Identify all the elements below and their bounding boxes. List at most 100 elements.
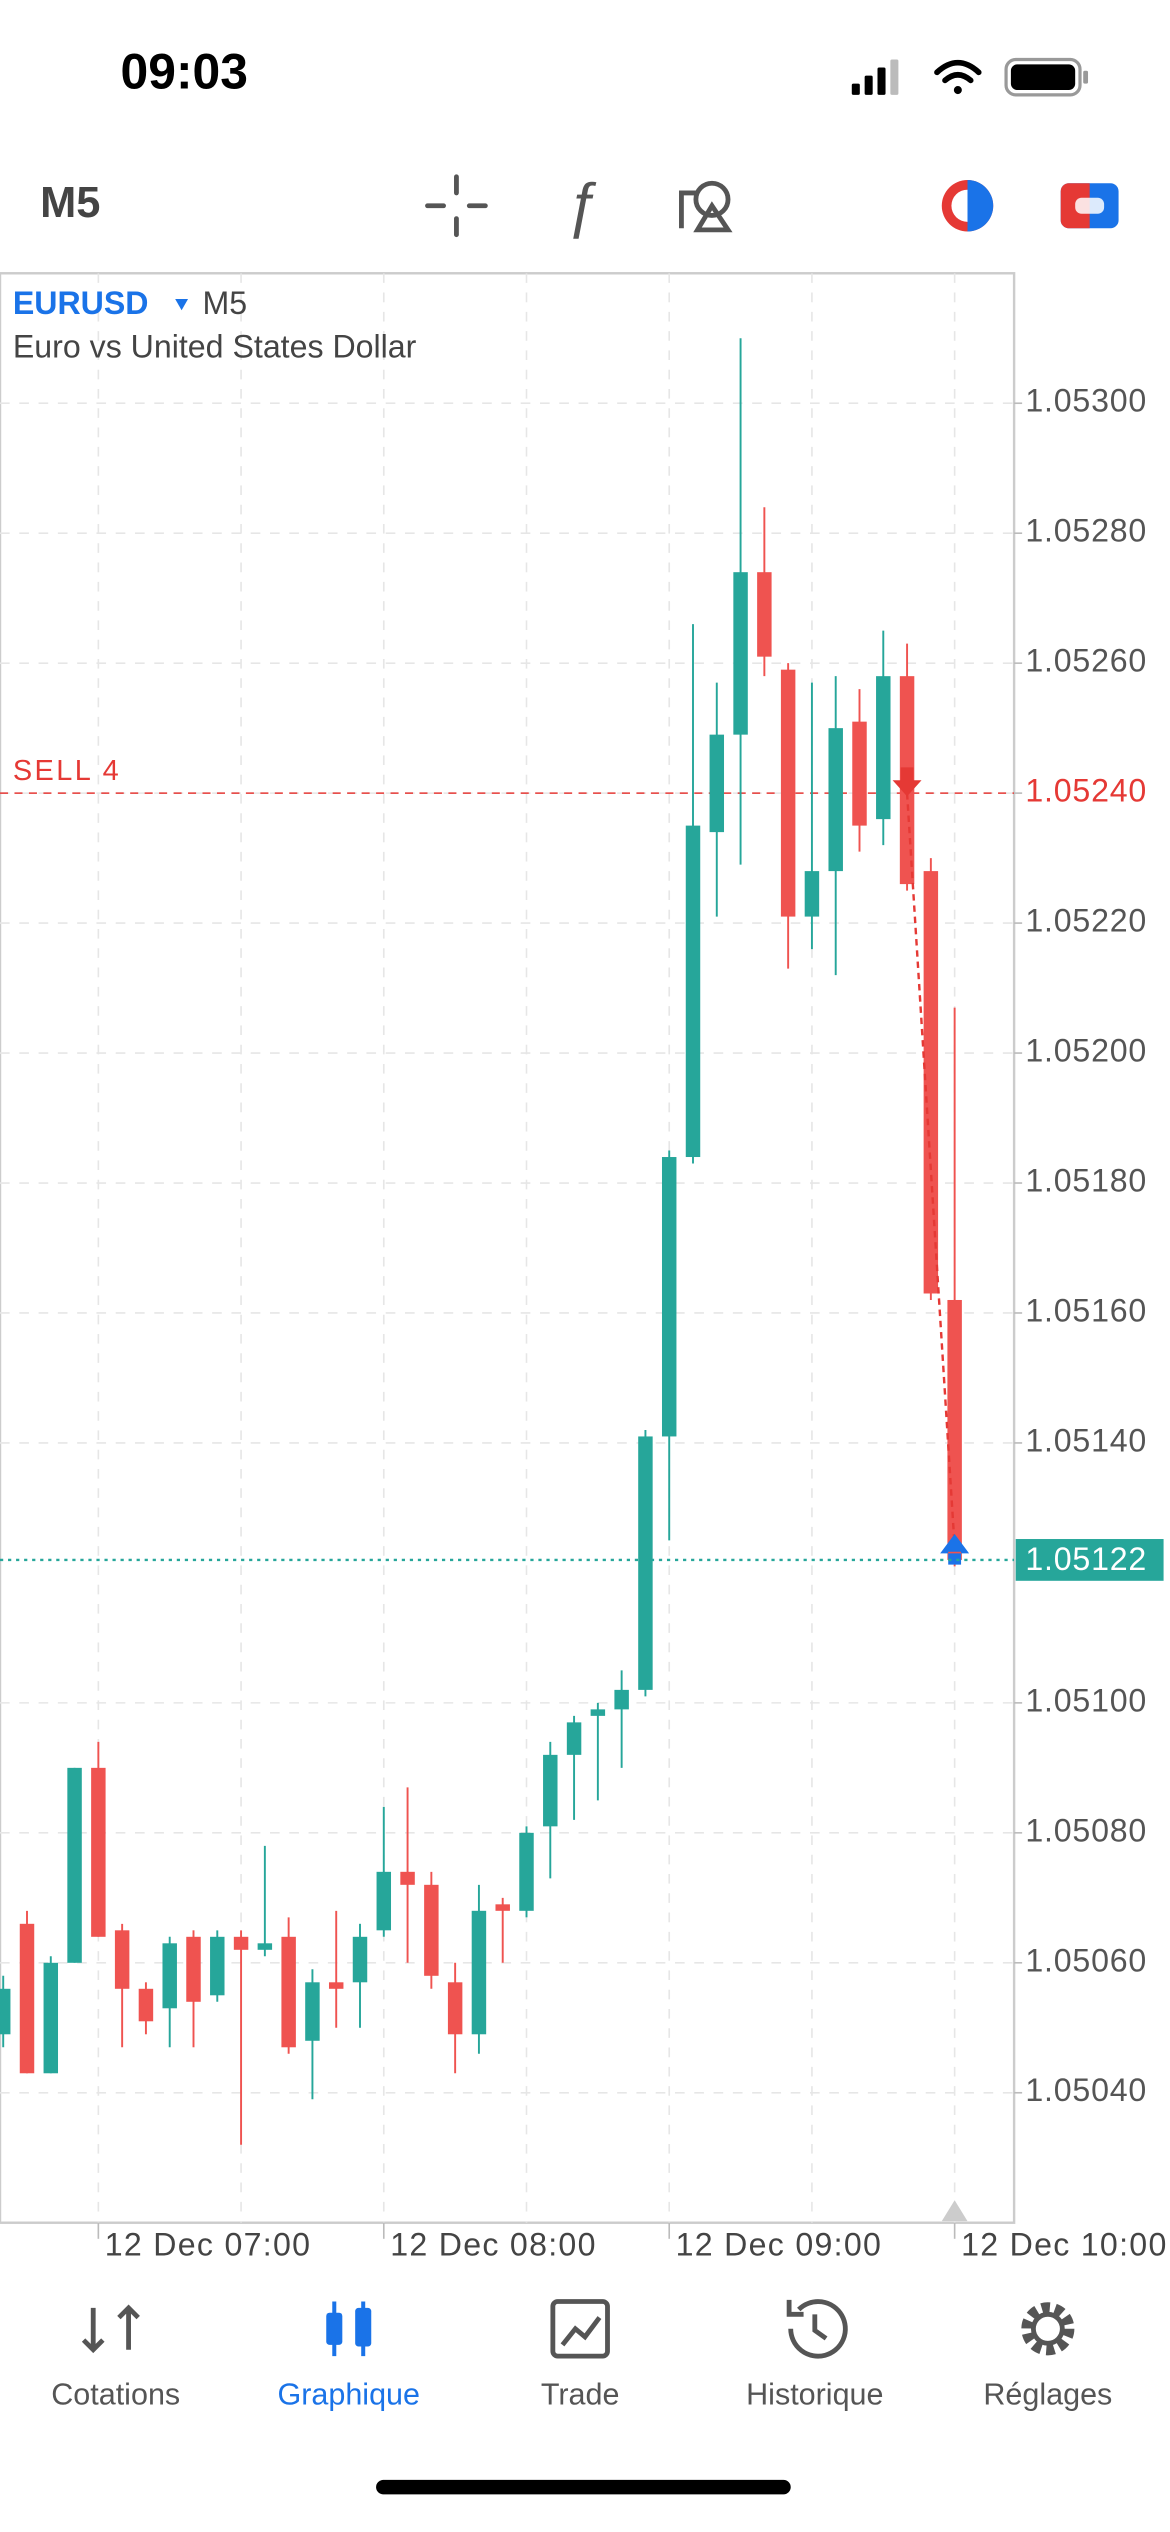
candle-body [376,1871,392,1931]
tab-label[interactable]: Réglages [983,2377,1112,2411]
candle-body [471,1910,487,2035]
signal-icon [851,59,899,95]
candle-body [138,1988,154,2022]
candle-body [852,721,867,826]
order-label: SELL 4 [13,755,121,787]
current-price-label: 1.05122 [1025,1541,1147,1577]
y-tick-label: 1.05040 [1025,2072,1147,2108]
trade-icon[interactable] [1060,183,1119,229]
candle-body [400,1871,415,1885]
candle-body [328,1982,344,1989]
tab-icon[interactable] [81,2304,140,2354]
y-tick-label: 1.05100 [1025,1682,1147,1718]
tab-icon[interactable] [550,2299,610,2359]
battery-icon [1004,57,1089,97]
y-tick-label: 1.05160 [1025,1292,1147,1328]
y-tick-label: 1.05220 [1025,903,1147,939]
candle-body [661,1157,677,1437]
last-bar-marker [941,2200,968,2222]
icon-part [326,2312,343,2345]
tab-label[interactable]: Historique [746,2377,883,2411]
chart-timeframe: M5 [203,285,248,321]
tab-label[interactable]: Graphique [277,2377,420,2411]
x-tick-label: 12 Dec 08:00 [390,2226,597,2262]
entry-arrow [892,767,922,797]
icon-part [355,2307,372,2347]
candle-body [543,1754,558,1827]
candle-body [305,1982,320,2041]
candle-body [947,1299,962,1560]
tab-icon[interactable] [786,2299,848,2359]
tab-icon[interactable] [326,2301,372,2357]
candle-body [733,572,748,735]
candle-body [828,728,843,872]
y-tick-label: 1.05200 [1025,1033,1147,1069]
trade-path [905,793,956,1547]
candle-body [495,1904,510,1911]
candle-body [257,1943,273,1950]
candle-body [709,734,725,833]
y-tick-label: 1.05260 [1025,643,1147,679]
candle-body [447,1982,463,2035]
candle-body [780,669,796,917]
y-tick-label: 1.05180 [1025,1163,1147,1199]
one-click-icon[interactable] [941,180,994,232]
home-indicator [376,2479,791,2495]
candle-body [424,1884,439,1976]
chart-frame [0,272,1016,2224]
icon-part [550,2299,610,2359]
status-time: 09:03 [121,44,248,100]
tab-label[interactable]: Cotations [51,2377,180,2411]
candle-body [519,1832,534,1911]
candle-body [876,676,891,820]
indicator-icon[interactable]: ƒ [565,170,599,239]
x-tick-label: 12 Dec 10:00 [961,2226,1168,2262]
tab-icon[interactable] [1021,2302,1075,2356]
candle-body [566,1722,582,1755]
y-tick-label: 1.05140 [1025,1422,1147,1458]
candle-body [91,1767,106,1937]
icon-part [560,2316,602,2347]
candle-body [19,1923,35,2074]
candle-body [804,871,820,917]
candle-body [233,1936,249,1950]
icon-part [786,2299,804,2317]
objects-icon[interactable] [679,180,733,233]
candle-body [162,1943,177,2009]
icon-part [1021,2302,1075,2356]
icon-part [1030,2311,1065,2346]
candle-body [43,1962,59,2074]
toolbar-timeframe[interactable]: M5 [40,179,100,227]
candle-body [614,1689,629,1710]
candle-body [757,572,772,657]
symbol-description: Euro vs United States Dollar [13,328,417,364]
candle-body [0,1988,11,2035]
icon-part [788,2299,848,2359]
candle-body [685,825,701,1158]
y-tick-label: 1.05060 [1025,1942,1147,1978]
current-price-box [1015,1539,1164,1581]
tab-label[interactable]: Trade [541,2377,620,2411]
crosshair-icon[interactable] [425,174,488,238]
wifi-icon [934,59,982,95]
symbol-dropdown[interactable] [175,298,189,311]
candle-body [923,871,939,1294]
x-tick-label: 12 Dec 07:00 [105,2226,312,2262]
y-tick-label: 1.05280 [1025,513,1147,549]
candle-body [210,1936,225,1996]
candle-body [638,1436,653,1690]
y-tick-label: 1.05080 [1025,1812,1147,1848]
candle-body [352,1936,368,1983]
candle-body [67,1767,82,1963]
candle-body [281,1936,296,2048]
candle-body [114,1930,130,1989]
symbol[interactable]: EURUSD [13,285,149,321]
y-tick-label: 1.05300 [1025,383,1147,419]
candle-body [590,1709,606,1716]
exit-arrow [940,1534,970,1565]
candle-body [186,1936,201,2002]
y-tick-label: 1.05240 [1025,773,1147,809]
x-tick-label: 12 Dec 09:00 [676,2226,883,2262]
